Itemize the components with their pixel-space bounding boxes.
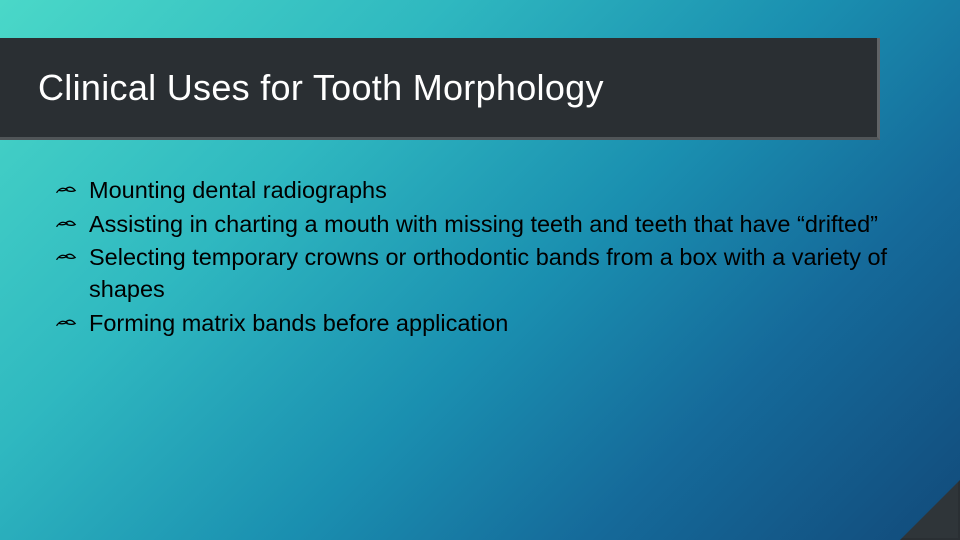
list-item: Mounting dental radiographs xyxy=(55,175,890,207)
title-bar: Clinical Uses for Tooth Morphology xyxy=(0,38,880,140)
list-item: Selecting temporary crowns or orthodonti… xyxy=(55,242,890,305)
slide-body: Mounting dental radiographs Assisting in… xyxy=(55,175,890,342)
list-item: Forming matrix bands before application xyxy=(55,308,890,340)
corner-fold-icon xyxy=(900,480,960,540)
list-item: Assisting in charting a mouth with missi… xyxy=(55,209,890,241)
bullet-list: Mounting dental radiographs Assisting in… xyxy=(55,175,890,340)
slide-title: Clinical Uses for Tooth Morphology xyxy=(38,67,604,109)
